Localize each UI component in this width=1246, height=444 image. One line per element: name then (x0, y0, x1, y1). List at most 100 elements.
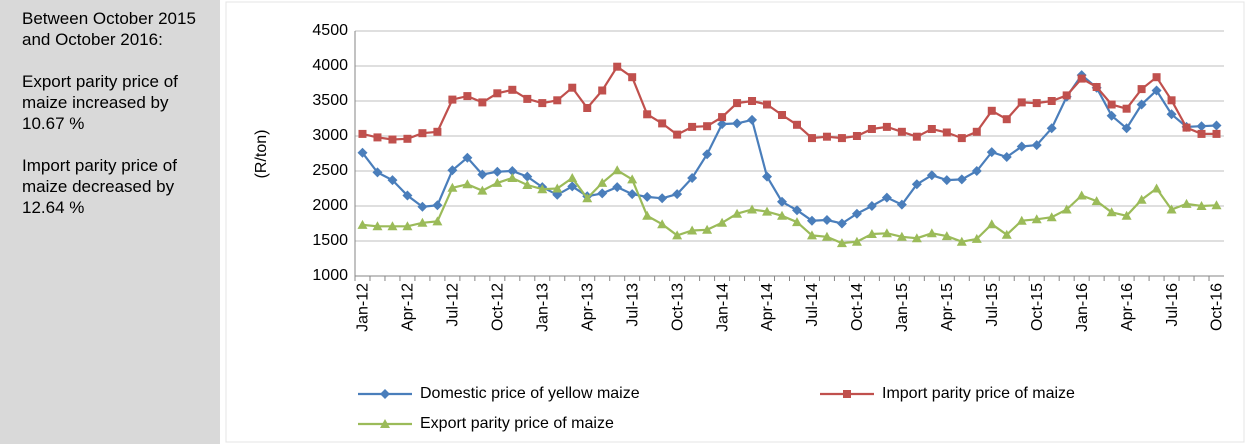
marker (508, 85, 517, 94)
marker (672, 230, 683, 240)
marker (927, 125, 936, 133)
marker (972, 127, 981, 136)
marker (1136, 99, 1147, 110)
marker (836, 218, 847, 229)
marker (537, 184, 548, 194)
marker (806, 215, 817, 226)
marker (912, 132, 921, 141)
marker (372, 221, 383, 231)
marker (1016, 141, 1027, 152)
marker (387, 175, 398, 186)
marker (628, 73, 637, 82)
marker (1091, 196, 1102, 206)
marker (1151, 85, 1162, 96)
marker (658, 119, 667, 128)
marker (1211, 200, 1222, 210)
y-tick-label: 3000 (312, 127, 348, 144)
series-line (362, 65, 1217, 141)
marker (1017, 98, 1026, 107)
marker (1031, 140, 1042, 151)
marker (971, 233, 982, 243)
marker (911, 233, 922, 243)
marker (402, 190, 413, 201)
x-tick-label: Apr-13 (579, 283, 596, 331)
marker (507, 173, 518, 182)
marker (553, 96, 562, 105)
marker (568, 83, 577, 92)
marker (1001, 152, 1012, 162)
marker (1136, 194, 1147, 204)
x-tick-label: Oct-14 (849, 283, 866, 331)
x-tick-label: Jul-15 (984, 283, 1001, 327)
marker (1016, 215, 1027, 225)
x-tick-label: Oct-12 (490, 283, 507, 331)
marker (522, 171, 533, 182)
y-tick-label: 3500 (312, 92, 348, 109)
marker (462, 152, 473, 163)
marker (432, 200, 443, 211)
marker (836, 238, 847, 248)
marker (866, 201, 877, 211)
marker (1211, 120, 1222, 131)
x-tick-label: Jan-12 (355, 283, 372, 332)
marker (821, 215, 832, 225)
marker (1151, 183, 1162, 193)
marker (463, 92, 472, 101)
marker (582, 193, 593, 203)
marker (867, 125, 876, 133)
marker (1106, 110, 1117, 121)
marker (1167, 96, 1176, 105)
marker (702, 149, 713, 160)
marker (866, 229, 877, 238)
marker (837, 134, 846, 143)
y-tick-label: 2500 (312, 162, 348, 179)
marker (507, 166, 518, 176)
marker (358, 129, 367, 138)
marker (807, 134, 816, 143)
marker (357, 147, 368, 158)
x-tick-label: Oct-16 (1209, 283, 1226, 331)
x-tick-label: Oct-15 (1029, 283, 1046, 331)
x-tick-label: Jan-13 (535, 283, 552, 332)
marker (687, 225, 698, 235)
legend-label: Export parity price of maize (420, 415, 614, 432)
marker (418, 129, 427, 138)
marker (897, 127, 906, 136)
x-tick-label: Jul-12 (445, 283, 462, 327)
marker (448, 95, 457, 104)
marker (747, 204, 758, 214)
marker (492, 177, 503, 187)
marker (703, 122, 712, 131)
marker (1166, 204, 1177, 214)
x-tick-label: Jul-16 (1164, 283, 1181, 327)
marker (732, 118, 743, 129)
x-tick-label: Jul-13 (624, 283, 641, 327)
x-tick-label: Jan-16 (1074, 283, 1091, 332)
series-line (362, 168, 1217, 245)
marker (1046, 123, 1057, 134)
marker (477, 185, 488, 195)
marker (417, 201, 428, 212)
y-tick-label: 2000 (312, 197, 348, 214)
marker (688, 122, 697, 131)
panel-note: Import parity price of maize decreased b… (22, 156, 177, 217)
marker (642, 210, 653, 220)
marker (821, 231, 832, 241)
marker (583, 104, 592, 112)
marker (806, 230, 817, 240)
legend-label: Import parity price of maize (882, 385, 1075, 402)
marker (987, 106, 996, 115)
marker (718, 113, 727, 122)
panel-note: Export parity price of maize increased b… (22, 72, 178, 133)
x-tick-label: Apr-12 (400, 283, 417, 331)
marker (447, 182, 458, 192)
marker (462, 179, 473, 189)
marker (733, 99, 742, 108)
marker (522, 180, 533, 189)
legend-marker (380, 389, 390, 399)
x-tick-label: Jan-14 (714, 283, 731, 332)
marker (613, 62, 622, 71)
marker (942, 128, 951, 137)
marker (792, 120, 801, 129)
